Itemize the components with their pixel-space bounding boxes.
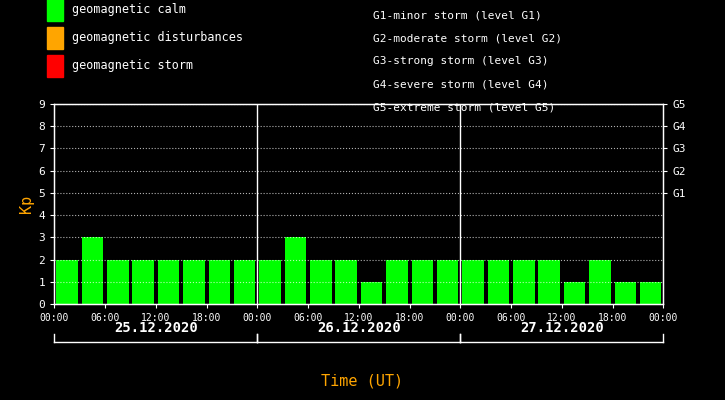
- Bar: [336, 260, 357, 304]
- Text: geomagnetic disturbances: geomagnetic disturbances: [72, 32, 243, 44]
- Bar: [589, 260, 610, 304]
- Bar: [386, 260, 407, 304]
- Bar: [437, 260, 458, 304]
- Bar: [260, 260, 281, 304]
- Bar: [133, 260, 154, 304]
- Text: 25.12.2020: 25.12.2020: [114, 321, 198, 335]
- Bar: [158, 260, 179, 304]
- Bar: [361, 282, 382, 304]
- Bar: [234, 260, 255, 304]
- Bar: [539, 260, 560, 304]
- Text: 26.12.2020: 26.12.2020: [317, 321, 401, 335]
- Text: G2-moderate storm (level G2): G2-moderate storm (level G2): [373, 33, 563, 43]
- Text: 27.12.2020: 27.12.2020: [520, 321, 604, 335]
- Bar: [57, 260, 78, 304]
- Bar: [285, 237, 306, 304]
- Bar: [82, 237, 103, 304]
- Bar: [209, 260, 230, 304]
- Bar: [513, 260, 534, 304]
- Text: Time (UT): Time (UT): [321, 373, 404, 388]
- Text: geomagnetic calm: geomagnetic calm: [72, 4, 186, 16]
- Y-axis label: Kp: Kp: [20, 195, 34, 213]
- Bar: [310, 260, 331, 304]
- Bar: [615, 282, 636, 304]
- Bar: [183, 260, 204, 304]
- Text: G4-severe storm (level G4): G4-severe storm (level G4): [373, 80, 549, 90]
- Bar: [564, 282, 585, 304]
- Bar: [488, 260, 509, 304]
- Bar: [412, 260, 433, 304]
- Text: G5-extreme storm (level G5): G5-extreme storm (level G5): [373, 103, 555, 113]
- Text: geomagnetic storm: geomagnetic storm: [72, 60, 193, 72]
- Bar: [640, 282, 661, 304]
- Bar: [107, 260, 128, 304]
- Text: G1-minor storm (level G1): G1-minor storm (level G1): [373, 10, 542, 20]
- Bar: [463, 260, 484, 304]
- Text: G3-strong storm (level G3): G3-strong storm (level G3): [373, 56, 549, 66]
